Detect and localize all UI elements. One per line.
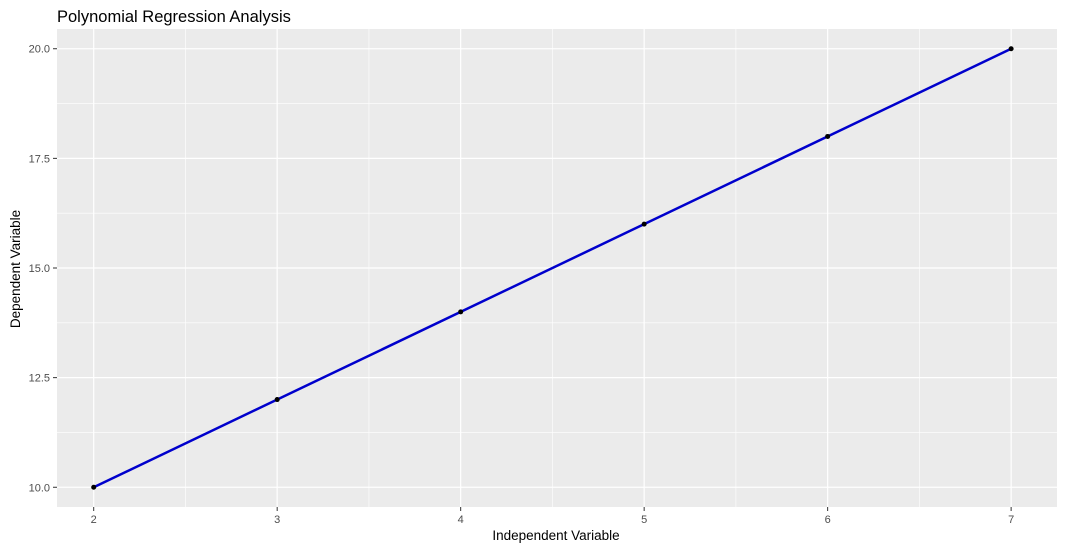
y-axis-ticks: 10.0 12.5 15.0 17.5 20.0 [29,44,57,494]
major-gridlines [57,29,1057,507]
data-points [91,46,1014,490]
data-point [825,133,831,139]
data-point [274,397,280,403]
y-axis-title: Dependent Variable [8,210,23,328]
x-tick-label: 7 [1008,514,1014,526]
y-tick-label: 20.0 [29,44,50,56]
fit-line-layer [92,47,1013,489]
x-tick-label: 4 [458,514,464,526]
x-tick-label: 5 [641,514,647,526]
y-tick-label: 17.5 [29,153,50,165]
x-tick-label: 6 [825,514,831,526]
y-tick-label: 10.0 [29,482,50,494]
data-point [458,309,464,315]
data-point [91,484,97,490]
x-axis-ticks: 2 3 4 5 6 7 [91,507,1014,526]
x-tick-label: 2 [91,514,97,526]
y-tick-label: 15.0 [29,263,50,275]
regression-fit-line [92,47,1013,489]
data-point [1008,46,1014,52]
x-axis-title: Independent Variable [492,528,619,543]
data-point [641,221,647,227]
y-tick-label: 12.5 [29,373,50,385]
x-tick-label: 3 [274,514,280,526]
chart-title: Polynomial Regression Analysis [57,8,291,26]
